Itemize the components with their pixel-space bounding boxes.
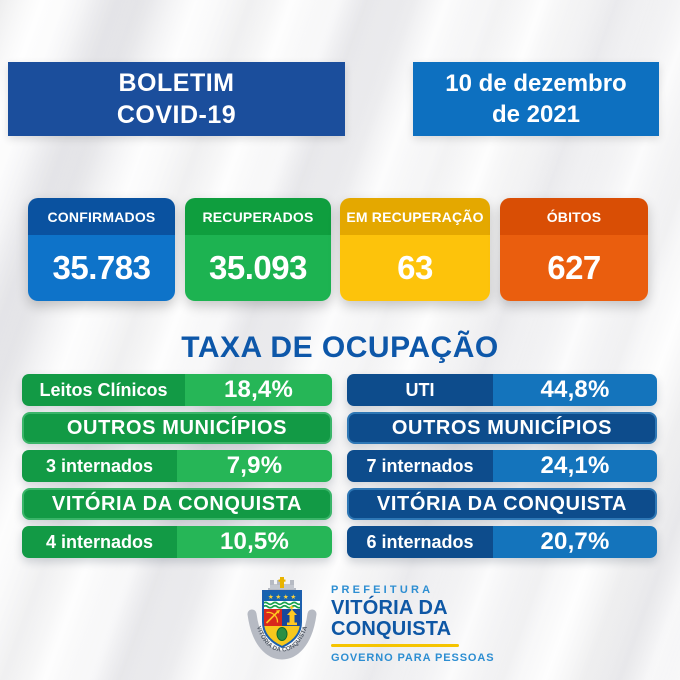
org-tagline: GOVERNO PARA PESSOAS bbox=[331, 652, 495, 664]
bed-type-rate: 44,8% bbox=[493, 374, 657, 406]
region-banner-other-cities: OUTROS MUNICÍPIOS bbox=[347, 412, 657, 444]
patients-row: 3 internados 7,9% bbox=[22, 450, 332, 482]
patients-count: 7 internados bbox=[347, 450, 493, 482]
patients-rate: 7,9% bbox=[177, 450, 332, 482]
region-banner-vitoria: VITÓRIA DA CONQUISTA bbox=[347, 488, 657, 520]
bed-type-rate: 18,4% bbox=[185, 374, 332, 406]
region-banner-other-cities: OUTROS MUNICÍPIOS bbox=[22, 412, 332, 444]
bow-arrow-icon bbox=[265, 610, 280, 624]
shield-stars: ★ ★ ★ ★ bbox=[268, 594, 296, 601]
bulletin-title-line2: COVID-19 bbox=[116, 101, 237, 129]
occupancy-column-icu: UTI 44,8% OUTROS MUNICÍPIOS 7 internados… bbox=[347, 374, 657, 564]
patients-count: 4 internados bbox=[22, 526, 177, 558]
org-name-line1: VITÓRIA DA bbox=[331, 597, 448, 619]
stat-value-recovering: 63 bbox=[340, 235, 490, 301]
org-eyebrow: PREFEITURA bbox=[331, 584, 434, 596]
org-logo-text: PREFEITURA VITÓRIA DA CONQUISTA GOVERNO … bbox=[331, 584, 494, 664]
bed-type-label: Leitos Clínicos bbox=[22, 374, 185, 406]
bulletin-date-line1: 10 de dezembro bbox=[445, 70, 627, 97]
patients-row: 4 internados 10,5% bbox=[22, 526, 332, 558]
shield-outline bbox=[262, 590, 302, 649]
patients-rate: 20,7% bbox=[493, 526, 657, 558]
bed-type-row: UTI 44,8% bbox=[347, 374, 657, 406]
stat-label-recovering: EM RECUPERAÇÃO bbox=[340, 198, 490, 235]
monument-icon bbox=[287, 605, 297, 626]
stat-label-deaths: ÓBITOS bbox=[500, 198, 648, 235]
stat-card-confirmed: CONFIRMADOS 35.783 bbox=[28, 198, 175, 301]
patients-rate: 10,5% bbox=[177, 526, 332, 558]
shield-icon: ★ ★ ★ ★ bbox=[263, 591, 301, 647]
bulletin-date-box: 10 de dezembro de 2021 bbox=[413, 62, 659, 136]
crown-icon bbox=[268, 577, 296, 592]
stat-card-recovering: EM RECUPERAÇÃO 63 bbox=[340, 198, 490, 301]
bulletin-title-box: BOLETIM COVID-19 bbox=[8, 62, 345, 136]
patients-count: 3 internados bbox=[22, 450, 177, 482]
occupancy-column-clinical-beds: Leitos Clínicos 18,4% OUTROS MUNICÍPIOS … bbox=[22, 374, 332, 564]
stat-card-recovered: RECUPERADOS 35.093 bbox=[185, 198, 331, 301]
stat-label-confirmed: CONFIRMADOS bbox=[28, 198, 175, 235]
org-yellow-rule bbox=[331, 644, 459, 647]
bulletin-title-line1: BOLETIM bbox=[118, 69, 235, 97]
org-name-line2: CONQUISTA bbox=[331, 618, 452, 640]
patients-count: 6 internados bbox=[347, 526, 493, 558]
patients-row: 7 internados 24,1% bbox=[347, 450, 657, 482]
stat-value-deaths: 627 bbox=[500, 235, 648, 301]
patients-rate: 24,1% bbox=[493, 450, 657, 482]
region-banner-vitoria: VITÓRIA DA CONQUISTA bbox=[22, 488, 332, 520]
stat-value-confirmed: 35.783 bbox=[28, 235, 175, 301]
bed-type-row: Leitos Clínicos 18,4% bbox=[22, 374, 332, 406]
coat-of-arms: VITÓRIA DA CONQUISTA ★ ★ ★ ★ bbox=[247, 577, 317, 660]
patients-row: 6 internados 20,7% bbox=[347, 526, 657, 558]
bulletin-date-line2: de 2021 bbox=[491, 101, 581, 128]
bed-type-label: UTI bbox=[347, 374, 493, 406]
stat-label-recovered: RECUPERADOS bbox=[185, 198, 331, 235]
ribbon-banner bbox=[247, 609, 317, 660]
stat-card-deaths: ÓBITOS 627 bbox=[500, 198, 648, 301]
occupancy-title: TAXA DE OCUPAÇÃO bbox=[181, 331, 499, 364]
stat-value-recovered: 35.093 bbox=[185, 235, 331, 301]
